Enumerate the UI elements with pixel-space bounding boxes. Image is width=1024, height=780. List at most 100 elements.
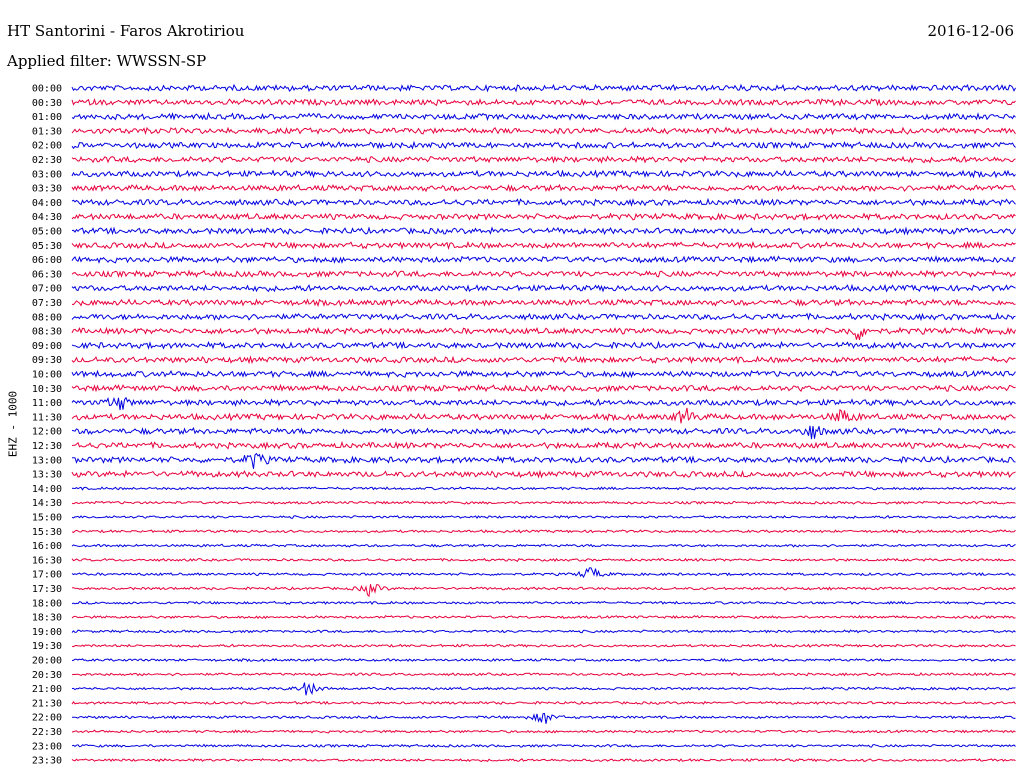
trace-line bbox=[71, 212, 1016, 222]
time-label: 20:00 bbox=[32, 656, 62, 667]
time-label: 17:30 bbox=[32, 584, 62, 595]
time-label: 19:00 bbox=[32, 627, 62, 638]
trace-line bbox=[71, 155, 1016, 164]
time-label: 08:00 bbox=[32, 312, 62, 323]
time-label: 09:00 bbox=[32, 341, 62, 352]
time-label: 09:30 bbox=[32, 355, 62, 366]
time-label: 15:30 bbox=[32, 527, 62, 538]
trace-line bbox=[71, 440, 1016, 450]
time-label: 11:30 bbox=[32, 412, 62, 423]
time-label: 21:00 bbox=[32, 684, 62, 695]
time-label: 18:00 bbox=[32, 598, 62, 609]
time-label: 10:00 bbox=[32, 370, 62, 381]
trace-line bbox=[71, 269, 1016, 279]
time-label: 04:00 bbox=[32, 198, 62, 209]
time-label: 01:30 bbox=[32, 126, 62, 137]
trace-line bbox=[71, 629, 1016, 634]
time-label: 18:30 bbox=[32, 613, 62, 624]
trace-line bbox=[71, 183, 1016, 193]
time-label: 11:00 bbox=[32, 398, 62, 409]
time-label: 13:00 bbox=[32, 455, 62, 466]
trace-line bbox=[71, 326, 1016, 341]
date-label: 2016-12-06 bbox=[927, 22, 1014, 40]
trace-line bbox=[71, 355, 1016, 365]
trace-line bbox=[71, 567, 1016, 579]
trace-line bbox=[71, 383, 1016, 393]
time-label: 05:00 bbox=[32, 227, 62, 238]
time-label: 10:30 bbox=[32, 384, 62, 395]
time-label: 16:30 bbox=[32, 555, 62, 566]
time-label: 13:30 bbox=[32, 470, 62, 481]
time-label: 06:30 bbox=[32, 269, 62, 280]
time-label: 04:30 bbox=[32, 212, 62, 223]
trace-line bbox=[71, 584, 1016, 598]
filter-label: Applied filter: WWSSN-SP bbox=[7, 52, 207, 70]
trace-line bbox=[71, 469, 1016, 479]
time-label: 07:30 bbox=[32, 298, 62, 309]
trace-line bbox=[71, 486, 1016, 491]
time-label: 22:00 bbox=[32, 713, 62, 724]
trace-line bbox=[71, 407, 1016, 424]
trace-line bbox=[71, 312, 1016, 322]
trace-line bbox=[71, 283, 1016, 293]
trace-line bbox=[71, 111, 1016, 121]
trace-line bbox=[71, 514, 1016, 520]
time-label: 02:00 bbox=[32, 141, 62, 152]
trace-line bbox=[71, 452, 1016, 469]
trace-line bbox=[71, 140, 1016, 150]
time-label: 12:00 bbox=[32, 427, 62, 438]
time-label: 08:30 bbox=[32, 327, 62, 338]
trace-line bbox=[71, 340, 1016, 350]
time-label: 23:00 bbox=[32, 741, 62, 752]
trace-line bbox=[71, 197, 1016, 207]
trace-line bbox=[71, 672, 1016, 677]
time-label: 23:30 bbox=[32, 756, 62, 767]
time-label: 14:00 bbox=[32, 484, 62, 495]
trace-line bbox=[71, 729, 1016, 734]
trace-line bbox=[71, 682, 1016, 696]
trace-line bbox=[71, 543, 1016, 548]
trace-line bbox=[71, 500, 1016, 505]
time-label: 21:30 bbox=[32, 698, 62, 709]
trace-line bbox=[71, 396, 1016, 411]
trace-line bbox=[71, 169, 1016, 179]
time-label: 16:00 bbox=[32, 541, 62, 552]
trace-line bbox=[71, 614, 1016, 620]
time-label: 20:30 bbox=[32, 670, 62, 681]
time-label: 14:30 bbox=[32, 498, 62, 509]
trace-line bbox=[71, 743, 1016, 748]
trace-line bbox=[71, 658, 1016, 663]
time-label: 03:00 bbox=[32, 169, 62, 180]
trace-line bbox=[71, 240, 1016, 250]
trace-line bbox=[71, 712, 1016, 724]
time-label: 05:30 bbox=[32, 241, 62, 252]
time-label: 12:30 bbox=[32, 441, 62, 452]
trace-line bbox=[71, 643, 1016, 648]
time-label: 02:30 bbox=[32, 155, 62, 166]
trace-line bbox=[71, 83, 1016, 93]
trace-line bbox=[71, 557, 1016, 562]
time-label: 07:00 bbox=[32, 284, 62, 295]
time-label: 15:00 bbox=[32, 513, 62, 524]
trace-line bbox=[71, 226, 1016, 236]
time-label: 03:30 bbox=[32, 184, 62, 195]
trace-line bbox=[71, 126, 1016, 136]
trace-line bbox=[71, 529, 1016, 534]
time-label: 19:30 bbox=[32, 641, 62, 652]
trace-line bbox=[71, 369, 1016, 379]
trace-line bbox=[71, 298, 1016, 308]
trace-line bbox=[71, 758, 1016, 763]
trace-line bbox=[71, 425, 1016, 440]
station-title: HT Santorini - Faros Akrotiriou bbox=[7, 22, 245, 40]
time-label: 06:00 bbox=[32, 255, 62, 266]
time-label: 01:00 bbox=[32, 112, 62, 123]
trace-line bbox=[71, 97, 1016, 107]
time-label: 00:00 bbox=[32, 84, 62, 95]
trace-line bbox=[71, 700, 1016, 705]
time-label: 00:30 bbox=[32, 98, 62, 109]
trace-line bbox=[71, 600, 1016, 605]
trace-line bbox=[71, 255, 1016, 264]
time-label: 22:30 bbox=[32, 727, 62, 738]
time-label: 17:00 bbox=[32, 570, 62, 581]
